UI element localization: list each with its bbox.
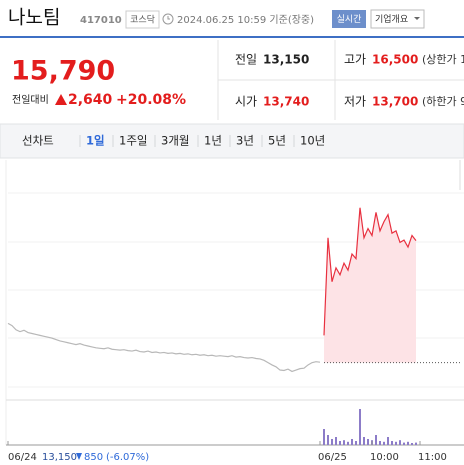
- tabs: 선차트 1일 1주일 3개월 1년 3년 5년 10년: [22, 134, 325, 148]
- tab[interactable]: 3개월: [161, 134, 189, 148]
- volume-bar: [331, 439, 333, 445]
- tab[interactable]: 3년: [236, 134, 254, 148]
- volume-bar: [407, 441, 409, 445]
- volume-bar: [367, 439, 369, 445]
- clock-icon: [162, 13, 174, 25]
- volume-bar: [411, 443, 413, 445]
- tab[interactable]: 1일: [86, 134, 105, 148]
- stock-code: 417010: [80, 15, 122, 26]
- tab[interactable]: 선차트: [22, 134, 54, 148]
- prev-rate: (-6.07%): [106, 452, 149, 463]
- volume-bar: [387, 437, 389, 445]
- volume-bar: [323, 429, 325, 445]
- volume-bar: [383, 441, 385, 445]
- volume-bar: [351, 439, 353, 445]
- price-line: [7, 322, 321, 373]
- quote-value: 13,700: [372, 95, 418, 109]
- volume-bar: [375, 435, 377, 445]
- quote-note: (하한가 9: [422, 94, 464, 108]
- prev-change: 850: [84, 452, 103, 463]
- company-info-button[interactable]: [370, 9, 425, 29]
- volume-bar: [335, 437, 337, 445]
- price-line: [323, 207, 417, 336]
- volume-bar: [399, 440, 401, 445]
- realtime[interactable]: 실시간: [337, 14, 362, 25]
- x-tick-label: 11:00: [418, 452, 447, 463]
- quote-label: 시가: [235, 95, 257, 109]
- tab[interactable]: 5년: [268, 134, 286, 148]
- down-triangle: [76, 453, 82, 460]
- volume-bar: [327, 435, 329, 445]
- volume-bar: [339, 441, 341, 445]
- market: 코스닥: [130, 15, 155, 26]
- quote-label: 고가: [344, 53, 366, 67]
- volume-bar: [347, 441, 349, 445]
- change-label: 전일대비: [12, 94, 49, 106]
- volume-bar: [355, 441, 357, 445]
- tab[interactable]: 10년: [300, 134, 325, 148]
- volume-bar: [391, 441, 393, 445]
- tab[interactable]: 1주일: [119, 134, 147, 148]
- prev-close: 13,150: [42, 452, 77, 463]
- volume-bar: [363, 437, 365, 445]
- volume-bar: [395, 441, 397, 445]
- quote-value: 16,500: [372, 53, 418, 67]
- current-price: 15,790: [11, 56, 115, 87]
- up-triangle: [55, 94, 67, 105]
- volume-bar: [343, 440, 345, 445]
- market-badge: [125, 10, 160, 29]
- volume-bar: [359, 409, 361, 445]
- realtime-badge[interactable]: [332, 10, 366, 28]
- company-info[interactable]: 기업개요: [375, 14, 408, 25]
- quote-note: (상한가 1: [422, 53, 464, 66]
- datetime: 2024.06.25 10:59 기준(장중): [177, 14, 314, 26]
- quote-label: 전일: [235, 53, 257, 67]
- tab-bar: [0, 123, 464, 159]
- volume-bar: [403, 442, 405, 445]
- quote-value: 13,740: [263, 95, 309, 109]
- volume-bar: [415, 442, 417, 445]
- plot: 06/24 06/25 10:00 11:00: [7, 207, 460, 463]
- stock-name: 나노팀: [8, 7, 60, 29]
- volume-bar: [379, 441, 381, 445]
- quote-label: 저가: [344, 95, 366, 109]
- area: [324, 207, 416, 363]
- quote-value: 13,150: [263, 53, 309, 67]
- x-tick-label: 06/24: [8, 452, 37, 463]
- change: 2,640: [68, 92, 113, 108]
- x-tick-label: 10:00: [370, 452, 399, 463]
- clock-hands: [167, 16, 170, 20]
- dropdown-arrow: [414, 17, 420, 20]
- x-tick-label: 06/25: [318, 452, 347, 463]
- change-rate: +20.08%: [116, 92, 186, 108]
- tab[interactable]: 1년: [204, 134, 222, 148]
